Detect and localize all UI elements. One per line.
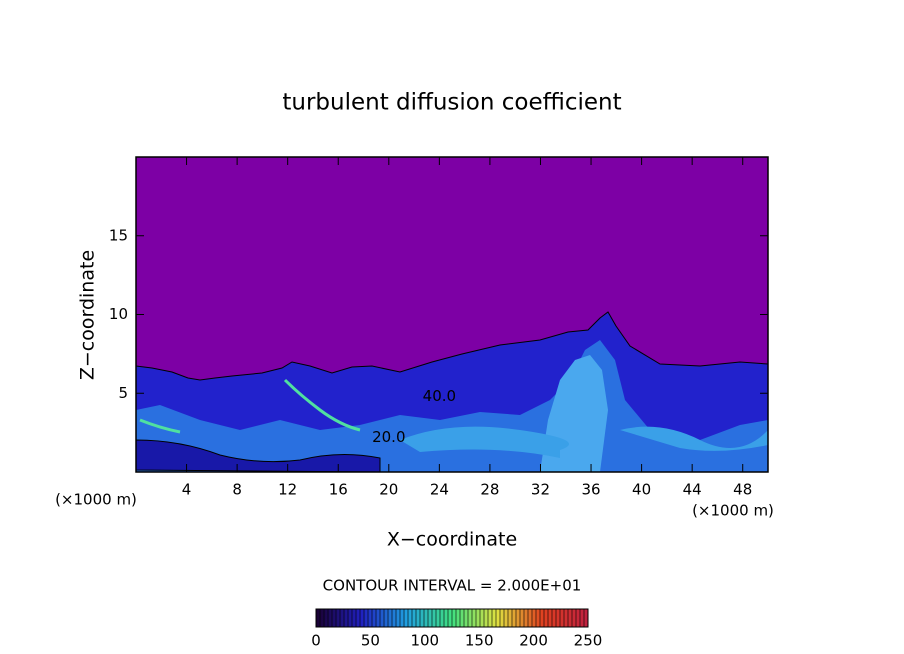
x-axis-label: X−coordinate	[387, 529, 517, 551]
x-tick-label: 8	[232, 481, 242, 499]
y-tick-label: 10	[109, 305, 128, 323]
contour-interval: CONTOUR INTERVAL = 2.000E+01	[323, 577, 582, 595]
colorbar-tick-label: 50	[361, 632, 380, 650]
y-tick-label: 5	[118, 384, 128, 402]
streak	[139, 418, 181, 434]
turbulent-core	[136, 340, 768, 472]
x-tick-label: 28	[480, 481, 499, 499]
x-tick-label: 48	[733, 481, 752, 499]
turbulent-low	[136, 439, 381, 472]
contour-label: 40.0	[423, 387, 456, 405]
colorbar-tick-label: 200	[519, 632, 548, 650]
colorbar-tick-label: 250	[574, 632, 603, 650]
contour-label: 20.0	[372, 428, 405, 446]
y-unit: (×1000 m)	[55, 491, 137, 509]
x-tick-label: 44	[683, 481, 702, 499]
colorbar-tick-label: 0	[311, 632, 321, 650]
x-unit: (×1000 m)	[692, 502, 774, 520]
streak	[620, 426, 768, 451]
x-tick-label: 24	[430, 481, 449, 499]
x-tick-label: 32	[531, 481, 550, 499]
x-tick-label: 36	[581, 481, 600, 499]
colorbar-tick-label: 150	[465, 632, 494, 650]
field	[136, 157, 768, 472]
x-tick-label: 12	[278, 481, 297, 499]
x-tick-label: 20	[379, 481, 398, 499]
x-tick-label: 40	[632, 481, 651, 499]
colorbar-tick-label: 100	[410, 632, 439, 650]
chart-title: turbulent diffusion coefficient	[282, 90, 621, 116]
colorbar-frame	[315, 608, 589, 628]
y-axis-label: Z−coordinate	[77, 250, 99, 380]
y-tick-label: 15	[109, 226, 128, 244]
x-tick-label: 4	[182, 481, 192, 499]
x-tick-label: 16	[329, 481, 348, 499]
streak	[283, 378, 361, 432]
streak	[400, 426, 569, 458]
